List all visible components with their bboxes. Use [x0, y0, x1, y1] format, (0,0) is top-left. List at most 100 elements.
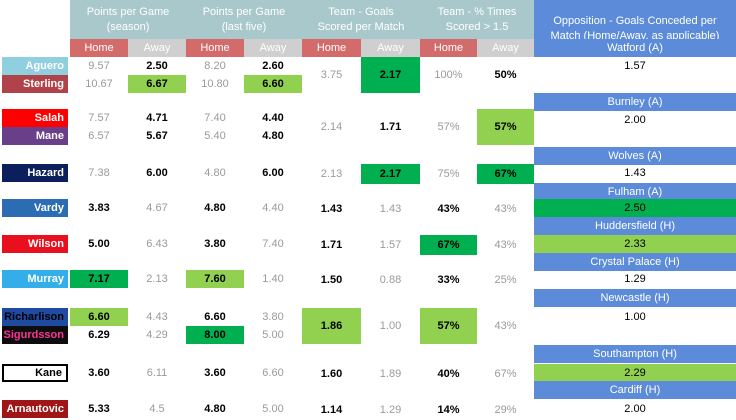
header-ppg-season: Points per Game (season) [70, 0, 186, 39]
ppg-season-home: 7.17 [70, 270, 128, 288]
team-pct-away: 67% [494, 367, 517, 380]
opposition-team: Cardiff (H) [534, 381, 736, 399]
player-name: Wilson [2, 235, 68, 253]
ppg-season-away: 4.43 [146, 310, 168, 323]
subheader-home: Home [70, 39, 128, 57]
team-goals-away: 2.17 [361, 57, 420, 93]
opposition-team: Southampton (H) [534, 345, 736, 363]
ppg-last5-home: 4.80 [204, 201, 226, 214]
ppg-last5-home: 8.20 [204, 59, 226, 72]
team-goals-away: 1.71 [379, 120, 402, 133]
team-goals-away: 0.88 [379, 273, 402, 286]
opposition-conceded: 1.43 [624, 166, 646, 179]
ppg-season-away: 6.11 [146, 366, 168, 379]
opposition-team: Watford (A) [534, 39, 736, 57]
ppg-last5-home: 7.60 [186, 270, 244, 288]
opposition-conceded: 2.29 [534, 364, 736, 382]
team-pct-away: 57% [477, 109, 534, 145]
opposition-team: Newcastle (H) [534, 289, 736, 307]
player-name: Kane [2, 364, 68, 382]
team-pct-home: 57% [437, 120, 460, 133]
ppg-last5-away: 3.80 [262, 310, 284, 323]
ppg-season-home: 6.57 [88, 129, 110, 142]
ppg-season-away: 6.67 [128, 75, 186, 93]
player-name: Sigurdsson [2, 326, 68, 344]
player-name: Richarlison [2, 308, 68, 326]
subheader-home: Home [420, 39, 477, 57]
header-team-pct: Team - % Times Scored > 1.5 [420, 0, 534, 39]
ppg-last5-home: 7.40 [204, 111, 226, 124]
ppg-last5-away: 5.00 [262, 402, 284, 415]
subheader-away: Away [244, 39, 302, 57]
team-pct-away: 43% [494, 319, 517, 332]
opposition-team: Fulham (A) [534, 183, 736, 201]
team-pct-away: 67% [477, 164, 534, 184]
header-ppg-last5: Points per Game (last five) [186, 0, 302, 39]
ppg-season-home: 5.00 [88, 237, 110, 250]
ppg-season-away: 4.29 [146, 328, 168, 341]
opposition-team: Burnley (A) [534, 93, 736, 111]
team-pct-home: 40% [437, 367, 460, 380]
ppg-last5-home: 4.80 [204, 402, 226, 415]
team-pct-away: 43% [494, 238, 517, 251]
ppg-last5-away: 6.60 [244, 75, 302, 93]
ppg-last5-home: 3.60 [204, 366, 226, 379]
opposition-conceded: 2.00 [624, 402, 646, 415]
ppg-last5-away: 7.40 [262, 237, 284, 250]
opposition-conceded: 2.50 [534, 199, 736, 217]
ppg-last5-home: 4.80 [204, 166, 226, 179]
ppg-season-home: 7.38 [88, 166, 110, 179]
ppg-season-home: 6.29 [88, 328, 110, 341]
ppg-season-away: 6.43 [146, 237, 168, 250]
team-goals-home: 3.75 [320, 68, 343, 81]
opposition-team: Wolves (A) [534, 147, 736, 165]
ppg-last5-away: 1.40 [262, 272, 284, 285]
ppg-season-home: 9.57 [88, 59, 110, 72]
team-pct-home: 67% [420, 235, 477, 255]
subheader-home: Home [302, 39, 361, 57]
ppg-last5-home: 6.60 [204, 310, 226, 323]
opposition-conceded: 2.33 [534, 235, 736, 253]
opposition-conceded: 2.00 [624, 113, 646, 126]
ppg-season-home: 5.33 [88, 402, 110, 415]
team-pct-home: 57% [420, 308, 477, 344]
opposition-team: Huddersfield (H) [534, 217, 736, 235]
player-name: Sterling [2, 75, 68, 93]
player-name: Salah [2, 109, 68, 127]
ppg-season-away: 4.5 [149, 402, 165, 415]
team-goals-away: 1.43 [379, 202, 402, 215]
ppg-season-home: 3.83 [88, 201, 110, 214]
team-pct-away: 25% [494, 273, 517, 286]
team-pct-home: 43% [437, 202, 460, 215]
ppg-last5-away: 4.40 [262, 111, 284, 124]
ppg-season-away: 4.71 [146, 111, 168, 124]
team-goals-home: 1.14 [320, 403, 343, 416]
opposition-team: Crystal Palace (H) [534, 253, 736, 271]
ppg-last5-home: 8.00 [186, 326, 244, 344]
player-name: Arnautovic [2, 400, 68, 418]
opposition-conceded: 1.00 [624, 310, 646, 323]
team-goals-home: 1.43 [320, 202, 343, 215]
team-goals-home: 2.14 [320, 120, 343, 133]
ppg-season-home: 6.60 [70, 308, 128, 326]
subheader-away: Away [477, 39, 534, 57]
team-goals-away: 2.17 [361, 164, 420, 184]
team-goals-home: 1.50 [320, 273, 343, 286]
ppg-last5-away: 6.00 [262, 166, 284, 179]
ppg-last5-home: 10.80 [201, 77, 229, 90]
ppg-season-away: 5.67 [146, 129, 168, 142]
team-pct-away: 43% [494, 202, 517, 215]
team-goals-away: 1.29 [379, 403, 402, 416]
team-pct-away: 50% [494, 68, 517, 81]
opposition-conceded: 1.29 [624, 272, 646, 285]
team-goals-home: 1.86 [302, 308, 361, 344]
ppg-season-away: 2.13 [146, 272, 168, 285]
player-name: Murray [2, 270, 68, 288]
team-pct-away: 29% [494, 403, 517, 416]
team-goals-home: 2.13 [320, 167, 343, 180]
ppg-season-away: 4.67 [146, 201, 168, 214]
ppg-last5-away: 2.60 [262, 59, 284, 72]
ppg-last5-away: 4.80 [262, 129, 284, 142]
subheader-home: Home [186, 39, 244, 57]
team-goals-home: 1.71 [320, 238, 343, 251]
